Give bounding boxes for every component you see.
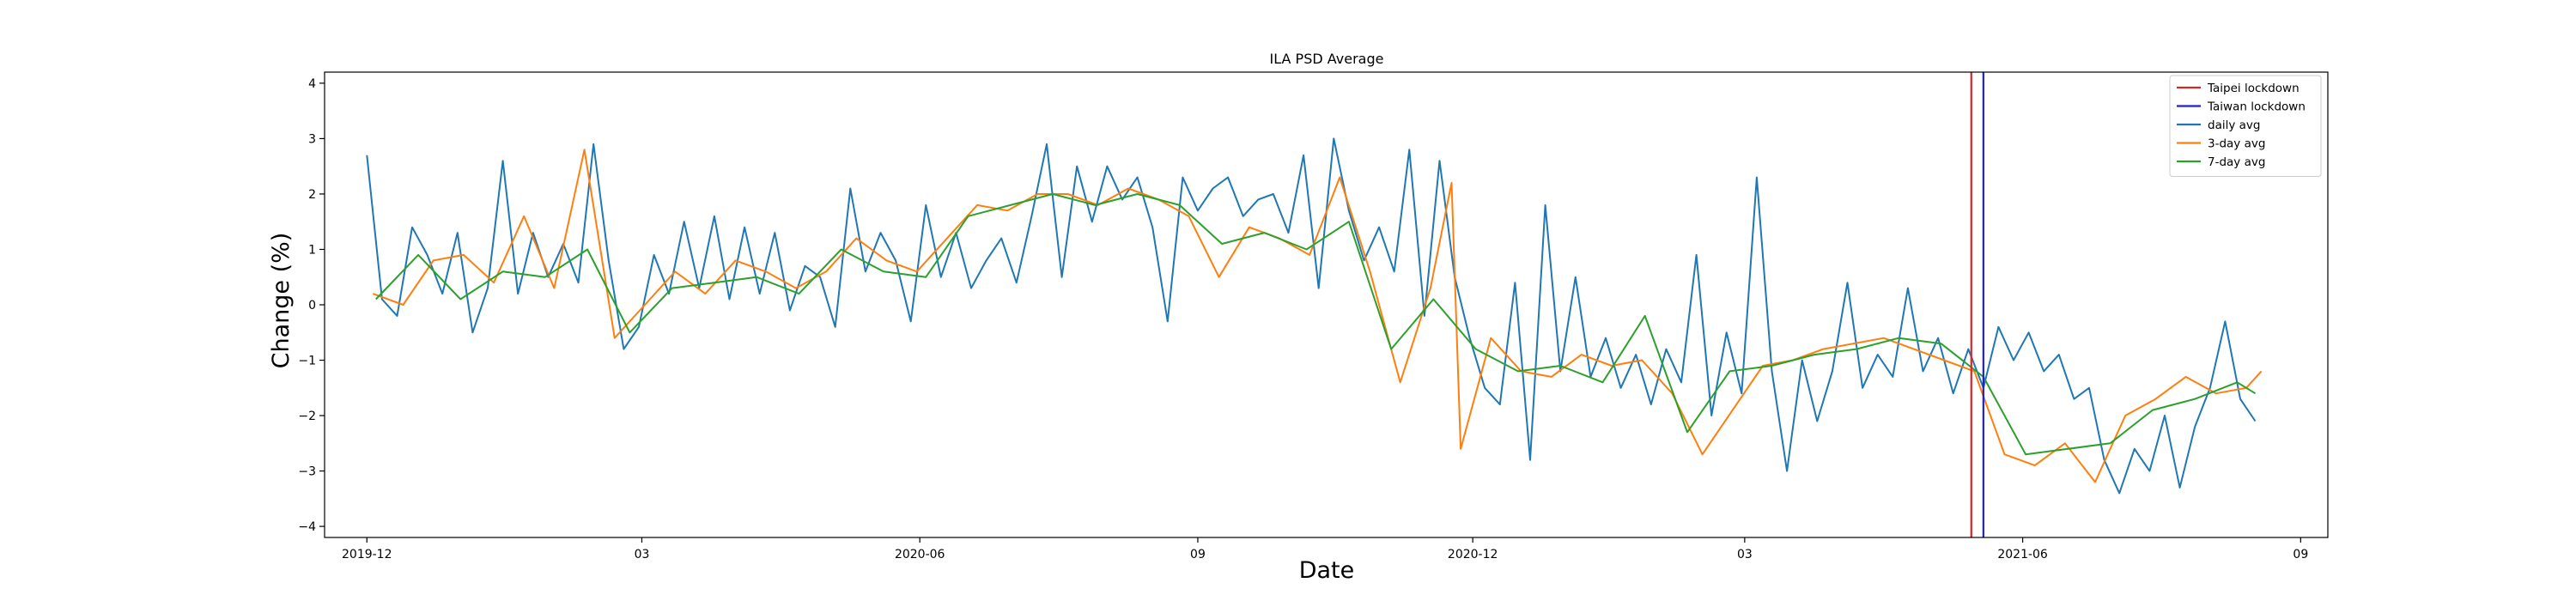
legend-label: 7-day avg bbox=[2208, 155, 2265, 169]
series-line-3-day-avg bbox=[372, 149, 2263, 483]
legend-label: daily avg bbox=[2208, 118, 2260, 132]
y-tick-label: 3 bbox=[308, 132, 316, 146]
series-line-7-day-avg bbox=[375, 193, 2257, 456]
x-tick-label: 2020-12 bbox=[1448, 548, 1498, 562]
y-tick-label: −4 bbox=[298, 520, 316, 534]
x-tick-label: 03 bbox=[635, 548, 650, 562]
y-tick-label: 1 bbox=[308, 243, 316, 257]
plot-frame bbox=[324, 71, 2329, 538]
x-tick-label: 2021-06 bbox=[1997, 548, 2048, 562]
y-tick-label: −2 bbox=[298, 410, 316, 423]
x-tick-label: 2020-06 bbox=[895, 548, 945, 562]
y-axis-label: Change (%) bbox=[268, 233, 295, 369]
y-tick-label: 4 bbox=[308, 77, 316, 91]
chart-title: ILA PSD Average bbox=[1270, 51, 1384, 67]
x-tick-label: 03 bbox=[1737, 548, 1753, 562]
legend-box bbox=[2169, 75, 2322, 177]
x-tick-label: 2019-12 bbox=[342, 548, 392, 562]
series-layer bbox=[366, 137, 2263, 495]
vline-layer bbox=[1970, 72, 1984, 537]
legend: Taipei lockdown Taiwan lockdown daily avg 3… bbox=[2169, 75, 2322, 177]
x-tick-label: 09 bbox=[1190, 548, 1206, 562]
y-tick-label: −3 bbox=[298, 465, 316, 479]
tick-layer: −4 −3 −2 −1 0 1 2 3 4 2019-12 03 2020-06 09 2020-12 03… bbox=[298, 77, 2308, 562]
y-tick-label: 0 bbox=[308, 299, 316, 313]
y-tick-label: 2 bbox=[308, 188, 316, 202]
x-tick-label: 09 bbox=[2293, 548, 2308, 562]
y-tick-label: −1 bbox=[298, 355, 316, 368]
legend-label: Taiwan lockdown bbox=[2207, 100, 2306, 114]
series-line-daily-avg bbox=[366, 137, 2257, 495]
legend-label: Taipei lockdown bbox=[2207, 82, 2300, 95]
legend-label: 3-day avg bbox=[2208, 137, 2265, 151]
x-axis-label: Date bbox=[1299, 557, 1355, 584]
